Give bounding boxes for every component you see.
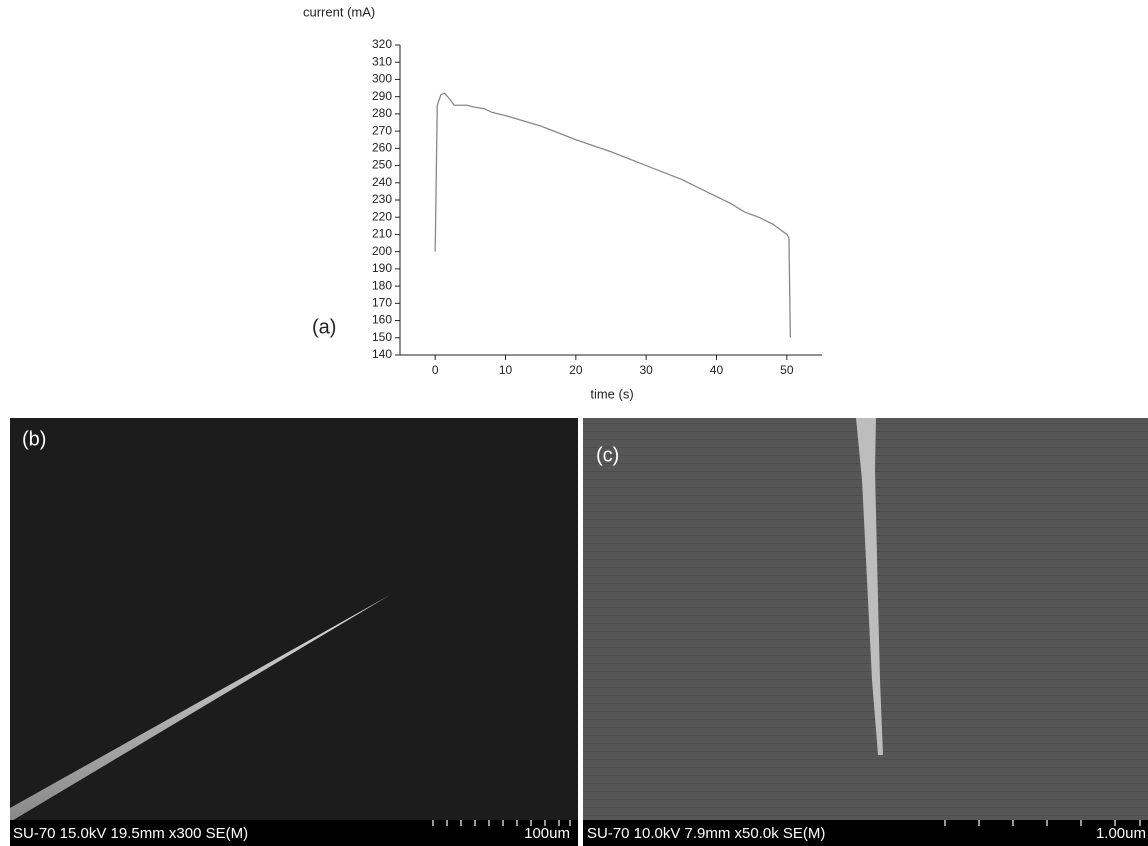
y-tick-label: 180 [372, 278, 392, 292]
info-bar [10, 820, 578, 846]
y-tick-label: 240 [372, 175, 392, 189]
data-line [434, 92, 791, 338]
y-axis-label: current (mA) [303, 4, 375, 19]
y-tick-label: 220 [372, 209, 392, 223]
y-tick-label: 280 [372, 106, 392, 120]
y-tick-label: 170 [372, 296, 392, 310]
y-tick-label: 300 [372, 72, 392, 86]
sem-image [10, 418, 578, 846]
y-tick-label: 250 [372, 158, 392, 172]
chart-background [290, 0, 830, 412]
y-tick-label: 190 [372, 261, 392, 275]
y-tick-label: 150 [372, 330, 392, 344]
needle [10, 595, 390, 822]
x-tick-label: 10 [499, 363, 513, 377]
y-tick-label: 320 [372, 37, 392, 51]
scale-label: 100um [524, 825, 570, 842]
x-tick-label: 0 [432, 363, 439, 377]
y-tick-label: 260 [372, 141, 392, 155]
image-caption: SU-70 15.0kV 19.5mm x300 SE(M) [13, 825, 248, 842]
y-tick-label: 290 [372, 89, 392, 103]
y-tick-label: 310 [372, 54, 392, 68]
panel-label: (a) [312, 316, 336, 338]
plot: 1401501601701801902002102202302402502602… [372, 37, 822, 377]
x-tick-label: 20 [569, 363, 583, 377]
y-tick-label: 270 [372, 123, 392, 137]
x-tick-label: 50 [780, 363, 794, 377]
y-tick-label: 210 [372, 227, 392, 241]
panel-label: (c) [596, 444, 619, 466]
scale-label: 1.00um [1096, 825, 1146, 842]
x-axis-label: time (s) [590, 386, 633, 401]
y-tick-label: 160 [372, 313, 392, 327]
needle [856, 418, 883, 755]
x-tick-label: 30 [639, 363, 653, 377]
scale-bar [432, 820, 571, 826]
image-caption: SU-70 10.0kV 7.9mm x50.0k SE(M) [587, 825, 825, 842]
info-bar [583, 820, 1148, 846]
scale-bar [944, 820, 1141, 826]
x-tick-label: 40 [710, 363, 724, 377]
y-tick-label: 140 [372, 347, 392, 361]
y-tick-label: 230 [372, 192, 392, 206]
y-tick-label: 200 [372, 244, 392, 258]
panel-label: (b) [22, 428, 46, 450]
